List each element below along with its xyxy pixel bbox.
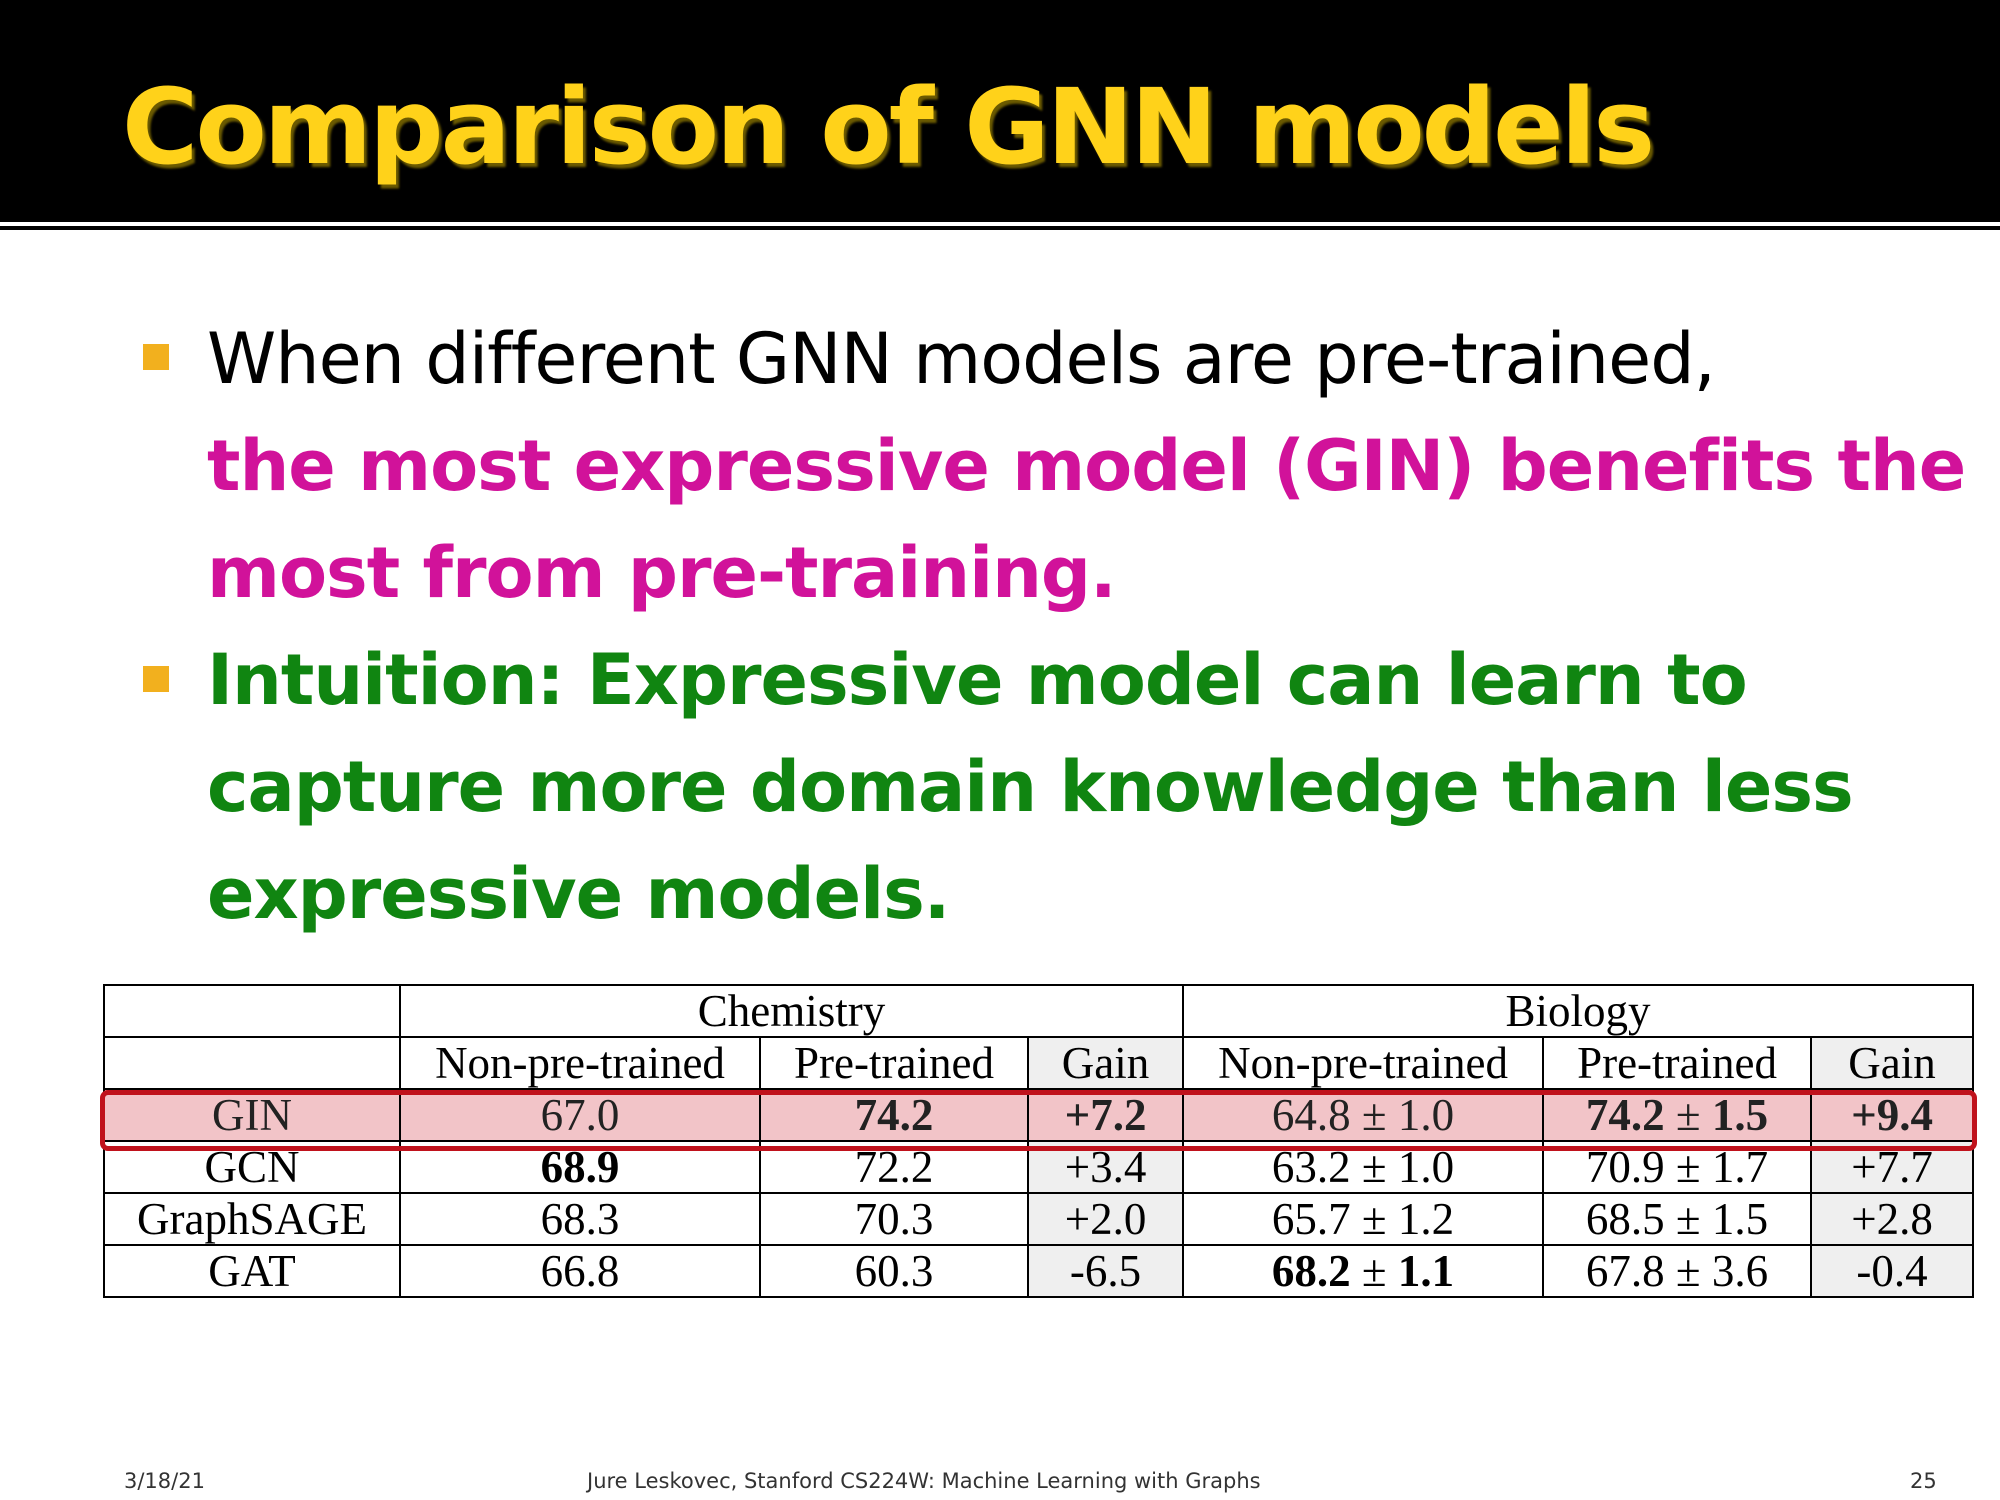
slide-title: Comparison of GNN models (122, 66, 1655, 188)
std-value: 1.0 (1397, 1142, 1455, 1192)
std-value: 3.6 (1711, 1246, 1769, 1296)
table-row-graphsage: GraphSAGE 68.3 70.3 +2.0 65.7 ± 1.2 68.5… (103, 1192, 1975, 1246)
table-row-gin: GIN 67.0 74.2 +7.2 64.8 ± 1.0 74.2 ± 1.5… (103, 1088, 1975, 1142)
mean-value: 68.2 (1271, 1246, 1351, 1296)
table-row-gat: GAT 66.8 60.3 -6.5 68.2 ± 1.1 67.8 ± 3.6… (103, 1244, 1975, 1298)
table-cell-value: +7.2 (1064, 1090, 1147, 1140)
mean-value: 68.5 (1585, 1194, 1665, 1244)
mean-value: 65.7 (1271, 1194, 1351, 1244)
std-value: 1.5 (1711, 1090, 1769, 1140)
gain-cell: +2.8 (1810, 1192, 1975, 1246)
table-cell: 67.0 (399, 1088, 761, 1142)
plus-minus-symbol: ± (1361, 1246, 1387, 1296)
gain-cell: +7.2 (1026, 1088, 1185, 1142)
gnn-comparison-table: Chemistry Biology Non-pre-trained Pre-tr… (103, 984, 1975, 1298)
group-header-chemistry: Chemistry (398, 984, 1185, 1038)
gain-cell: +9.4 (1810, 1088, 1975, 1142)
title-bar: Comparison of GNN models (0, 0, 2000, 222)
std-value: 1.7 (1711, 1142, 1769, 1192)
column-header: Non-pre-trained (399, 1036, 761, 1090)
gain-cell: -0.4 (1810, 1244, 1975, 1298)
table-cell-value: +9.4 (1851, 1090, 1933, 1140)
footer-credit: Jure Leskovec, Stanford CS224W: Machine … (587, 1469, 1261, 1493)
bullet-marker-icon (143, 666, 169, 692)
plus-minus-symbol: ± (1675, 1090, 1701, 1140)
model-name-cell: GAT (103, 1244, 401, 1298)
bullet-1-line-2: the most expressive model (GIN) benefits… (207, 425, 1966, 507)
column-header: Pre-trained (759, 1036, 1029, 1090)
table-cell-value: 74.2 (854, 1090, 934, 1140)
table-corner-cell (103, 1036, 401, 1090)
plus-minus-symbol: ± (1675, 1194, 1701, 1244)
table-cell: 67.8 ± 3.6 (1542, 1244, 1813, 1298)
bullet-2-line-3: expressive models. (207, 853, 950, 935)
title-divider (0, 222, 2000, 230)
gain-cell: -6.5 (1026, 1244, 1185, 1298)
group-header-biology: Biology (1182, 984, 1975, 1038)
column-header: Non-pre-trained (1182, 1036, 1545, 1090)
mean-value: 70.9 (1585, 1142, 1665, 1192)
table-corner-cell (103, 984, 401, 1038)
table-cell: 74.2 ± 1.5 (1542, 1088, 1813, 1142)
plus-minus-symbol: ± (1361, 1194, 1387, 1244)
plus-minus-symbol: ± (1675, 1246, 1701, 1296)
mean-value: 64.8 (1271, 1090, 1351, 1140)
plus-minus-symbol: ± (1675, 1142, 1701, 1192)
table-cell: 60.3 (759, 1244, 1029, 1298)
footer-page-number: 25 (1910, 1469, 1937, 1493)
column-header: Gain (1810, 1036, 1975, 1090)
table-cell: 64.8 ± 1.0 (1182, 1088, 1545, 1142)
table-column-header-row: Non-pre-trained Pre-trained Gain Non-pre… (103, 1036, 1975, 1090)
mean-value: 63.2 (1271, 1142, 1351, 1192)
table-cell: 68.5 ± 1.5 (1542, 1192, 1813, 1246)
column-header: Gain (1026, 1036, 1185, 1090)
model-name-cell: GIN (103, 1088, 401, 1142)
model-name-cell: GraphSAGE (103, 1192, 401, 1246)
table-group-header-row: Chemistry Biology (103, 984, 1975, 1038)
gin-row-highlight-box (100, 1090, 1977, 1151)
mean-value: 74.2 (1585, 1090, 1665, 1140)
table-cell: 68.2 ± 1.1 (1182, 1244, 1545, 1298)
plus-minus-symbol: ± (1361, 1090, 1387, 1140)
bullet-1-line-3: most from pre-training. (207, 532, 1117, 614)
footer-date: 3/18/21 (124, 1469, 205, 1493)
table-cell: 68.3 (399, 1192, 761, 1246)
plus-minus-symbol: ± (1361, 1142, 1387, 1192)
table-cell: 74.2 (759, 1088, 1029, 1142)
bullet-2-line-1: Intuition: Expressive model can learn to (207, 639, 1748, 721)
std-value: 1.0 (1397, 1090, 1455, 1140)
table-cell: 70.3 (759, 1192, 1029, 1246)
std-value: 1.1 (1397, 1246, 1455, 1296)
std-value: 1.5 (1711, 1194, 1769, 1244)
table-cell: 66.8 (399, 1244, 761, 1298)
table-cell-value: 68.9 (540, 1142, 620, 1192)
bullet-2-line-2: capture more domain knowledge than less (207, 746, 1854, 828)
bullet-marker-icon (143, 344, 169, 370)
bullet-1-line-1: When different GNN models are pre-traine… (207, 318, 1716, 400)
column-header: Pre-trained (1542, 1036, 1813, 1090)
table-cell: 65.7 ± 1.2 (1182, 1192, 1545, 1246)
mean-value: 67.8 (1585, 1246, 1665, 1296)
gain-cell: +2.0 (1026, 1192, 1185, 1246)
std-value: 1.2 (1397, 1194, 1455, 1244)
